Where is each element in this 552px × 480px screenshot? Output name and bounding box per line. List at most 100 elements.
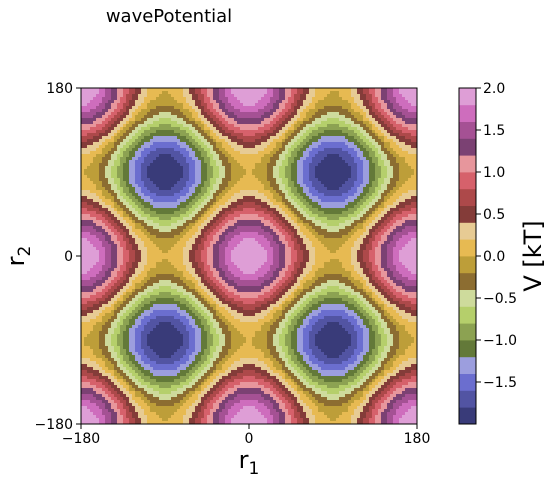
heatmap-cell	[246, 169, 250, 173]
heatmap-cell	[147, 151, 151, 155]
heatmap-cell	[162, 97, 166, 101]
heatmap-cell	[285, 157, 289, 161]
heatmap-cell	[219, 202, 223, 206]
heatmap-cell	[333, 103, 337, 107]
heatmap-cell	[240, 154, 244, 158]
heatmap-cell	[126, 166, 130, 170]
heatmap-cell	[306, 88, 310, 92]
heatmap-cell	[303, 136, 307, 140]
heatmap-cell	[333, 148, 337, 152]
heatmap-cell	[93, 214, 97, 218]
heatmap-cell	[324, 106, 328, 110]
heatmap-cell	[189, 217, 193, 221]
heatmap-cell	[273, 97, 277, 101]
heatmap-cell	[291, 181, 295, 185]
heatmap-cell	[153, 97, 157, 101]
heatmap-cell	[351, 139, 355, 143]
heatmap-cell	[246, 118, 250, 122]
heatmap-cell	[177, 133, 181, 137]
heatmap-cell	[255, 217, 259, 221]
heatmap-cell	[189, 97, 193, 101]
heatmap-cell	[378, 97, 382, 101]
heatmap-cell	[291, 130, 295, 134]
heatmap-cell	[270, 214, 274, 218]
heatmap-cell	[231, 109, 235, 113]
heatmap-cell	[342, 196, 346, 200]
heatmap-cell	[414, 184, 418, 188]
heatmap-cell	[195, 115, 199, 119]
heatmap-cell	[411, 208, 415, 212]
heatmap-cell	[180, 133, 184, 137]
heatmap-cell	[273, 106, 277, 110]
heatmap-cell	[222, 151, 226, 155]
heatmap-cell	[303, 112, 307, 116]
heatmap-cell	[81, 94, 85, 98]
heatmap-cell	[174, 208, 178, 212]
heatmap-cell	[327, 199, 331, 203]
heatmap-cell	[354, 178, 358, 182]
heatmap-cell	[303, 145, 307, 149]
heatmap-cell	[93, 103, 97, 107]
heatmap-cell	[375, 172, 379, 176]
heatmap-cell	[246, 88, 250, 92]
heatmap-cell	[288, 94, 292, 98]
heatmap-cell	[285, 112, 289, 116]
heatmap-cell	[243, 172, 247, 176]
heatmap-cell	[99, 181, 103, 185]
heatmap-cell	[102, 217, 106, 221]
heatmap-cell	[249, 142, 253, 146]
heatmap-cell	[267, 112, 271, 116]
heatmap-cell	[222, 121, 226, 125]
heatmap-cell	[108, 172, 112, 176]
heatmap-cell	[228, 142, 232, 146]
heatmap-cell	[264, 187, 268, 191]
heatmap-cell	[174, 106, 178, 110]
heatmap-cell	[345, 217, 349, 221]
heatmap-cell	[123, 130, 127, 134]
heatmap-cell	[294, 196, 298, 200]
heatmap-cell	[132, 106, 136, 110]
heatmap-cell	[405, 148, 409, 152]
heatmap-cell	[321, 178, 325, 182]
heatmap-cell	[336, 190, 340, 194]
heatmap-cell	[390, 175, 394, 179]
heatmap-cell	[285, 208, 289, 212]
heatmap-cell	[351, 115, 355, 119]
heatmap-cell	[330, 166, 334, 170]
heatmap-cell	[108, 148, 112, 152]
heatmap-cell	[225, 199, 229, 203]
heatmap-cell	[219, 157, 223, 161]
heatmap-cell	[246, 175, 250, 179]
heatmap-cell	[396, 190, 400, 194]
heatmap-cell	[258, 160, 262, 164]
heatmap-cell	[345, 208, 349, 212]
heatmap-cell	[294, 100, 298, 104]
heatmap-cell	[237, 142, 241, 146]
heatmap-cell	[294, 190, 298, 194]
heatmap-cell	[201, 103, 205, 107]
heatmap-cell	[282, 205, 286, 209]
heatmap-cell	[327, 175, 331, 179]
heatmap-cell	[207, 112, 211, 116]
heatmap-cell	[201, 100, 205, 104]
heatmap-cell	[396, 202, 400, 206]
heatmap-cell	[108, 181, 112, 185]
heatmap-cell	[213, 181, 217, 185]
heatmap-cell	[171, 220, 175, 224]
heatmap-cell	[324, 184, 328, 188]
heatmap-cell	[309, 130, 313, 134]
heatmap-cell	[363, 145, 367, 149]
heatmap-cell	[201, 169, 205, 173]
heatmap-cell	[309, 127, 313, 131]
heatmap-cell	[198, 97, 202, 101]
heatmap-cell	[402, 214, 406, 218]
heatmap-cell	[297, 181, 301, 185]
heatmap-cell	[222, 199, 226, 203]
heatmap-cell	[204, 121, 208, 125]
heatmap-cell	[330, 127, 334, 131]
heatmap-cell	[156, 151, 160, 155]
heatmap-cell	[126, 175, 130, 179]
heatmap-cell	[117, 211, 121, 215]
heatmap-cell	[315, 193, 319, 197]
heatmap-cell	[108, 136, 112, 140]
